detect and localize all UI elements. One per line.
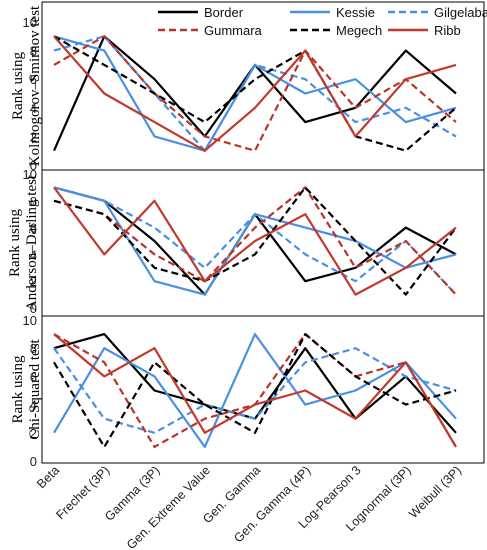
x-tick-label: Gen. Extreme Value	[124, 463, 213, 550]
series-line-megech	[53, 35, 457, 152]
legend-item-gilgelabay: Gilgelabay	[388, 5, 487, 20]
series-line-gummara	[53, 186, 457, 296]
y-tick-label: 2	[30, 129, 37, 144]
series-line-megech	[53, 333, 457, 448]
series-line-kessie	[53, 35, 457, 152]
y-tick-label: 0	[30, 158, 37, 173]
y-tick-label: 6	[30, 369, 37, 384]
series-line-gummara	[53, 333, 457, 448]
y-axis-label: Rank usingKolmogorov–Smirnov test	[10, 5, 43, 166]
series-line-kessie	[53, 333, 457, 448]
y-tick-label: 0	[30, 301, 37, 316]
y-tick-label: 4	[30, 398, 37, 413]
y-tick-label: 4	[30, 101, 37, 116]
panel-frame	[41, 1, 485, 171]
series-line-border	[52, 35, 457, 152]
legend-label: Gummara	[204, 23, 263, 38]
series-line-ribb	[53, 186, 457, 296]
legend-item-border: Border	[158, 5, 244, 20]
legend-label: Megech	[336, 23, 382, 38]
y-tick-label: 10	[23, 167, 37, 182]
legend-item-kessie: Kessie	[290, 5, 375, 20]
x-tick-label: Weibull (3P)	[406, 463, 464, 521]
series-line-gilgelabay	[53, 35, 457, 152]
legend-label: Ribb	[434, 23, 461, 38]
y-axis-label-line-1: Rank using	[10, 355, 26, 423]
y-tick-label: 2	[30, 274, 37, 289]
y-axis-label-line-2: Chi-Squared test	[27, 338, 43, 439]
y-tick-label: 8	[30, 341, 37, 356]
panel-3: 0 2 4 6 8 10 Rank usingChi-Squared test	[10, 313, 485, 469]
y-tick-label: 6	[30, 72, 37, 87]
y-tick-label: 8	[30, 194, 37, 209]
y-axis-label-line-2: Anderson–Darling test	[24, 174, 40, 311]
y-tick-label: 6	[30, 221, 37, 236]
y-axis-label: Rank usingAnderson–Darling test	[7, 174, 40, 311]
y-axis-label-line-1: Rank using	[7, 209, 23, 277]
y-tick-label: 10	[23, 313, 37, 328]
y-tick-label: 8	[30, 44, 37, 59]
y-tick-label: 4	[30, 247, 37, 262]
x-tick-label: Beta	[34, 463, 62, 491]
y-axis-label: Rank usingChi-Squared test	[10, 338, 43, 439]
panel-frame	[41, 315, 485, 464]
series-line-gilgelabay	[53, 186, 457, 296]
y-tick-label: 0	[30, 454, 37, 469]
legend-label: Gilgelabay	[434, 5, 487, 20]
legend-item-gummara: Gummara	[158, 23, 263, 38]
chart-legend: Border Kessie Gilgelabay Gummara Megech Ribb	[158, 5, 487, 38]
series-line-ribb	[53, 333, 457, 448]
y-tick-label: 2	[30, 426, 37, 441]
legend-item-ribb: Ribb	[388, 23, 461, 38]
y-axis-label-line-1: Rank using	[10, 52, 26, 120]
series-line-gummara	[53, 35, 457, 152]
legend-label: Border	[204, 5, 244, 20]
legend-label: Kessie	[336, 5, 375, 20]
y-tick-label: 10	[23, 15, 37, 30]
series-line-ribb	[53, 35, 457, 152]
legend-item-megech: Megech	[290, 23, 382, 38]
y-axis-label-line-2: Kolmogorov–Smirnov test	[27, 5, 43, 166]
series-line-gilgelabay	[53, 347, 457, 434]
